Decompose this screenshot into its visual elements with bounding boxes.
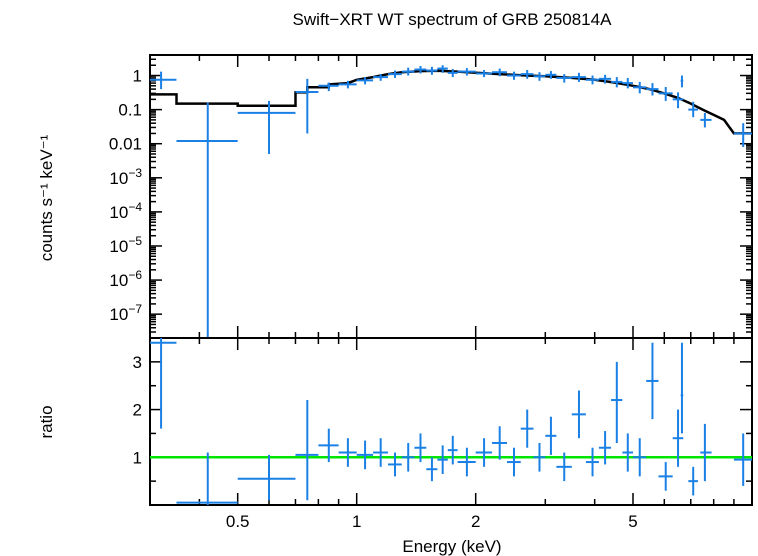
ratio-data-point	[680, 342, 684, 434]
x-tick-label: 2	[471, 512, 480, 531]
ratio-data-point	[545, 416, 557, 455]
spectrum-panel: 1 0.1 0.01 10−3 10−4 10−5 10−6 10−7	[109, 54, 753, 339]
ratio-data-point	[356, 440, 374, 470]
spectrum-y-tick-label: 10−7	[109, 302, 142, 324]
spectrum-data-point	[356, 77, 374, 85]
ratio-data-point	[150, 338, 177, 429]
spectrum-data-point	[426, 66, 438, 75]
spectrum-data-point	[672, 92, 684, 109]
spectrum-data-point	[176, 102, 238, 338]
ratio-data-point	[646, 342, 659, 420]
ratio-data-point	[373, 438, 388, 467]
ratio-data-point	[447, 435, 458, 465]
ratio-data-point	[622, 433, 634, 472]
ratio-y-tick-label: 1	[133, 448, 142, 467]
spectrum-y-tick-label: 0.1	[118, 101, 142, 120]
model-line	[150, 69, 752, 135]
spectrum-data-point	[633, 81, 647, 94]
ratio-data-point	[318, 428, 339, 463]
ratio-data-point	[387, 452, 402, 477]
ratio-data-point	[520, 409, 534, 448]
x-tick-label: 0.5	[226, 512, 250, 531]
ratio-data-point	[733, 433, 752, 486]
x-axis-label: Energy (keV)	[402, 537, 501, 556]
x-tick-label: 1	[352, 512, 361, 531]
spectrum-y-tick-label: 1	[133, 67, 142, 86]
ratio-data-point	[585, 447, 599, 477]
spectrum-data-point	[646, 83, 659, 96]
spectrum-data-point	[556, 74, 572, 83]
spectrum-data-point	[401, 67, 415, 76]
spectrum-data-point	[545, 71, 557, 79]
ratio-data-point	[176, 452, 238, 505]
spectrum-data-point	[447, 69, 458, 78]
spectrum-y-tick-label: 10−3	[109, 166, 142, 188]
spectrum-data-point	[680, 75, 684, 88]
spectrum-data-point	[700, 112, 712, 128]
ratio-frame	[149, 337, 753, 506]
spectrum-data-point	[373, 74, 388, 81]
spectrum-data-point	[457, 68, 476, 76]
ratio-panel: 1 2 3 0.5 1 2 5	[133, 337, 753, 531]
ratio-data-point	[426, 457, 438, 482]
spectrum-data-point	[585, 75, 599, 85]
ratio-data-point	[414, 433, 427, 463]
spectrum-data-point	[150, 71, 177, 90]
spectrum-data-point	[533, 72, 546, 81]
spectrum-data-point	[437, 65, 448, 73]
ratio-data-point	[658, 462, 673, 491]
spectrum-data-point	[598, 74, 612, 84]
ratio-data-point	[401, 442, 415, 472]
ratio-data-point	[556, 452, 572, 482]
spectrum-data-point	[387, 70, 402, 78]
spectrum-data-point	[492, 68, 507, 77]
spectrum-y-tick-label: 10−6	[109, 268, 142, 290]
ratio-data-point	[633, 438, 647, 477]
spectrum-y-tick-label: 10−5	[109, 234, 142, 256]
ratio-data-point	[506, 447, 521, 477]
spectrum-data-point	[295, 78, 319, 134]
ratio-data-point	[598, 431, 612, 465]
spectrum-data-point	[611, 77, 623, 88]
spectrum-y-tick-label: 10−4	[109, 200, 142, 222]
ratio-data-point	[295, 400, 319, 501]
ratio-data-point	[533, 442, 546, 472]
spectrum-data-point	[237, 100, 296, 154]
spectrum-data-point	[571, 72, 586, 82]
x-tick-label: 5	[628, 512, 637, 531]
spectrum-data-point	[733, 123, 752, 148]
ratio-data-point	[688, 466, 698, 496]
ratio-data-point	[457, 447, 476, 477]
spectrum-data-point	[658, 87, 673, 101]
spectrum-data-point	[506, 71, 521, 80]
spectrum-data-point	[318, 82, 339, 92]
ratio-data-point	[237, 454, 296, 501]
spectrum-data-point	[338, 80, 357, 89]
ratio-data-point	[475, 438, 493, 467]
chart-title: Swift−XRT WT spectrum of GRB 250814A	[293, 10, 613, 29]
ratio-data-point	[492, 426, 507, 460]
ratio-y-tick-label: 3	[133, 353, 142, 372]
spectrum-y-tick-label: 0.01	[109, 135, 142, 154]
ratio-data-point	[338, 438, 357, 467]
spectrum-data-point	[414, 66, 427, 74]
ratio-data-point	[700, 423, 712, 482]
spectrum-data-point	[475, 70, 493, 78]
spectrum-data-point	[688, 101, 698, 118]
ratio-data-point	[571, 390, 586, 439]
ratio-y-tick-label: 2	[133, 401, 142, 420]
y-axis-label-spectrum: counts s⁻¹ keV⁻¹	[37, 134, 56, 261]
ratio-data-point	[437, 445, 448, 474]
spectrum-data-point	[520, 70, 534, 79]
spectrum-frame	[149, 54, 753, 339]
y-axis-label-ratio: ratio	[37, 405, 56, 438]
spectrum-data-point	[622, 77, 634, 89]
ratio-data-point	[672, 409, 684, 467]
ratio-data-point	[611, 361, 623, 443]
